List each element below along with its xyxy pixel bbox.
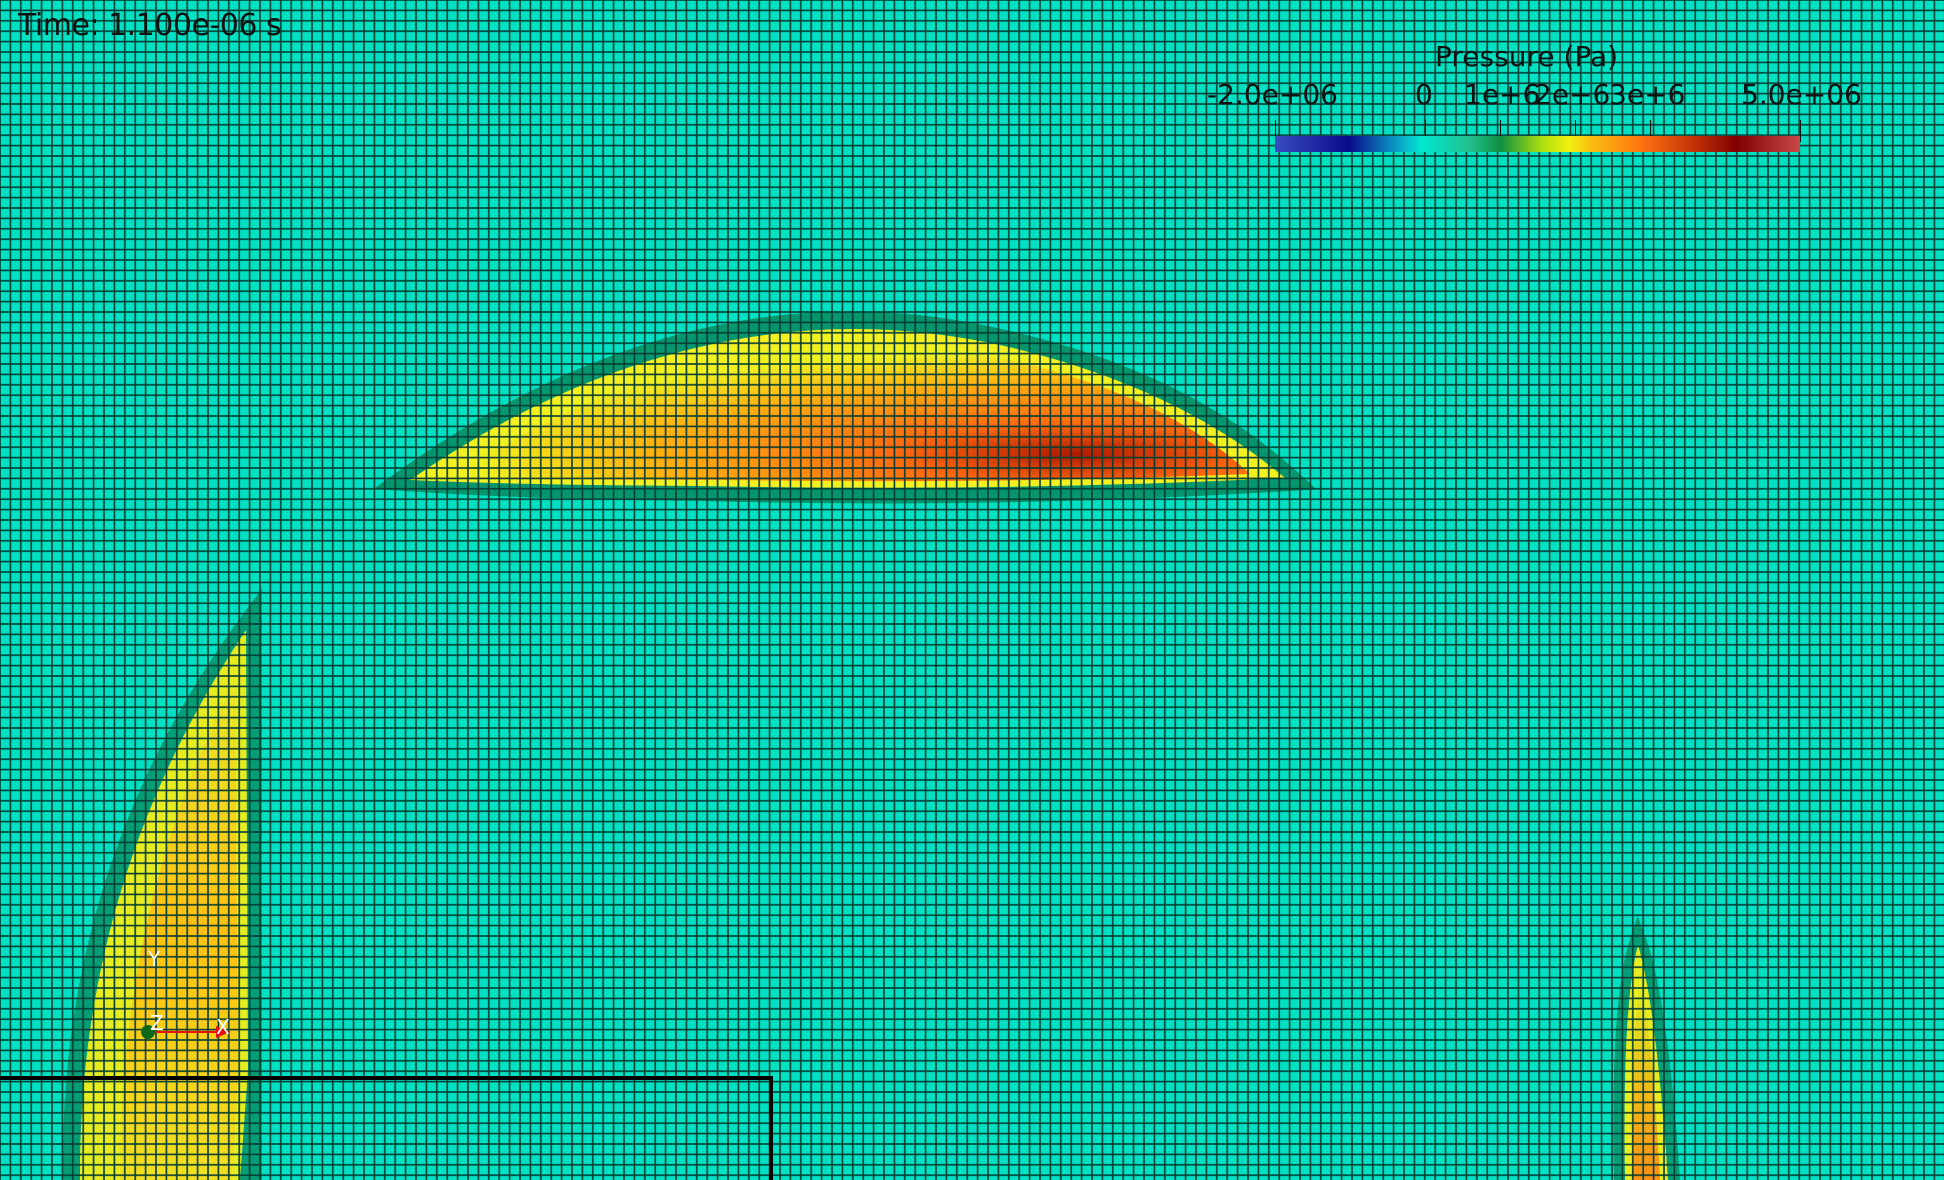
colorbar-tick-label: 5.0e+06 <box>1741 78 1862 111</box>
colorbar-tick-mark <box>1575 120 1576 142</box>
colorbar-tick-mark <box>1425 120 1426 142</box>
axis-y-label: Y <box>147 947 161 971</box>
colorbar-tick-label: 2e+6 <box>1534 78 1611 111</box>
time-label: Time: 1.100e-06 s <box>18 8 282 43</box>
colorbar-tick-mark <box>1650 120 1651 142</box>
colorbar-title: Pressure (Pa) <box>1435 40 1619 73</box>
axis-x-label: X <box>216 1015 230 1039</box>
colorbar-tick-mark <box>1500 120 1501 142</box>
axis-z-label: Z <box>150 1011 164 1035</box>
axes-triad: X Y Z <box>141 947 230 1039</box>
colorbar-tick-label: -2.0e+06 <box>1207 78 1338 111</box>
colorbar-tick-mark <box>1800 120 1801 142</box>
colorbar-tick-mark <box>1275 120 1276 142</box>
pressure-colorbar <box>1275 136 1800 152</box>
domain-boundary-line <box>0 1076 773 1180</box>
colorbar-tick-label: 0 <box>1415 78 1433 111</box>
colorbar-tick-label: 3e+6 <box>1609 78 1686 111</box>
colorbar-tick-label: 1e+6 <box>1464 78 1541 111</box>
